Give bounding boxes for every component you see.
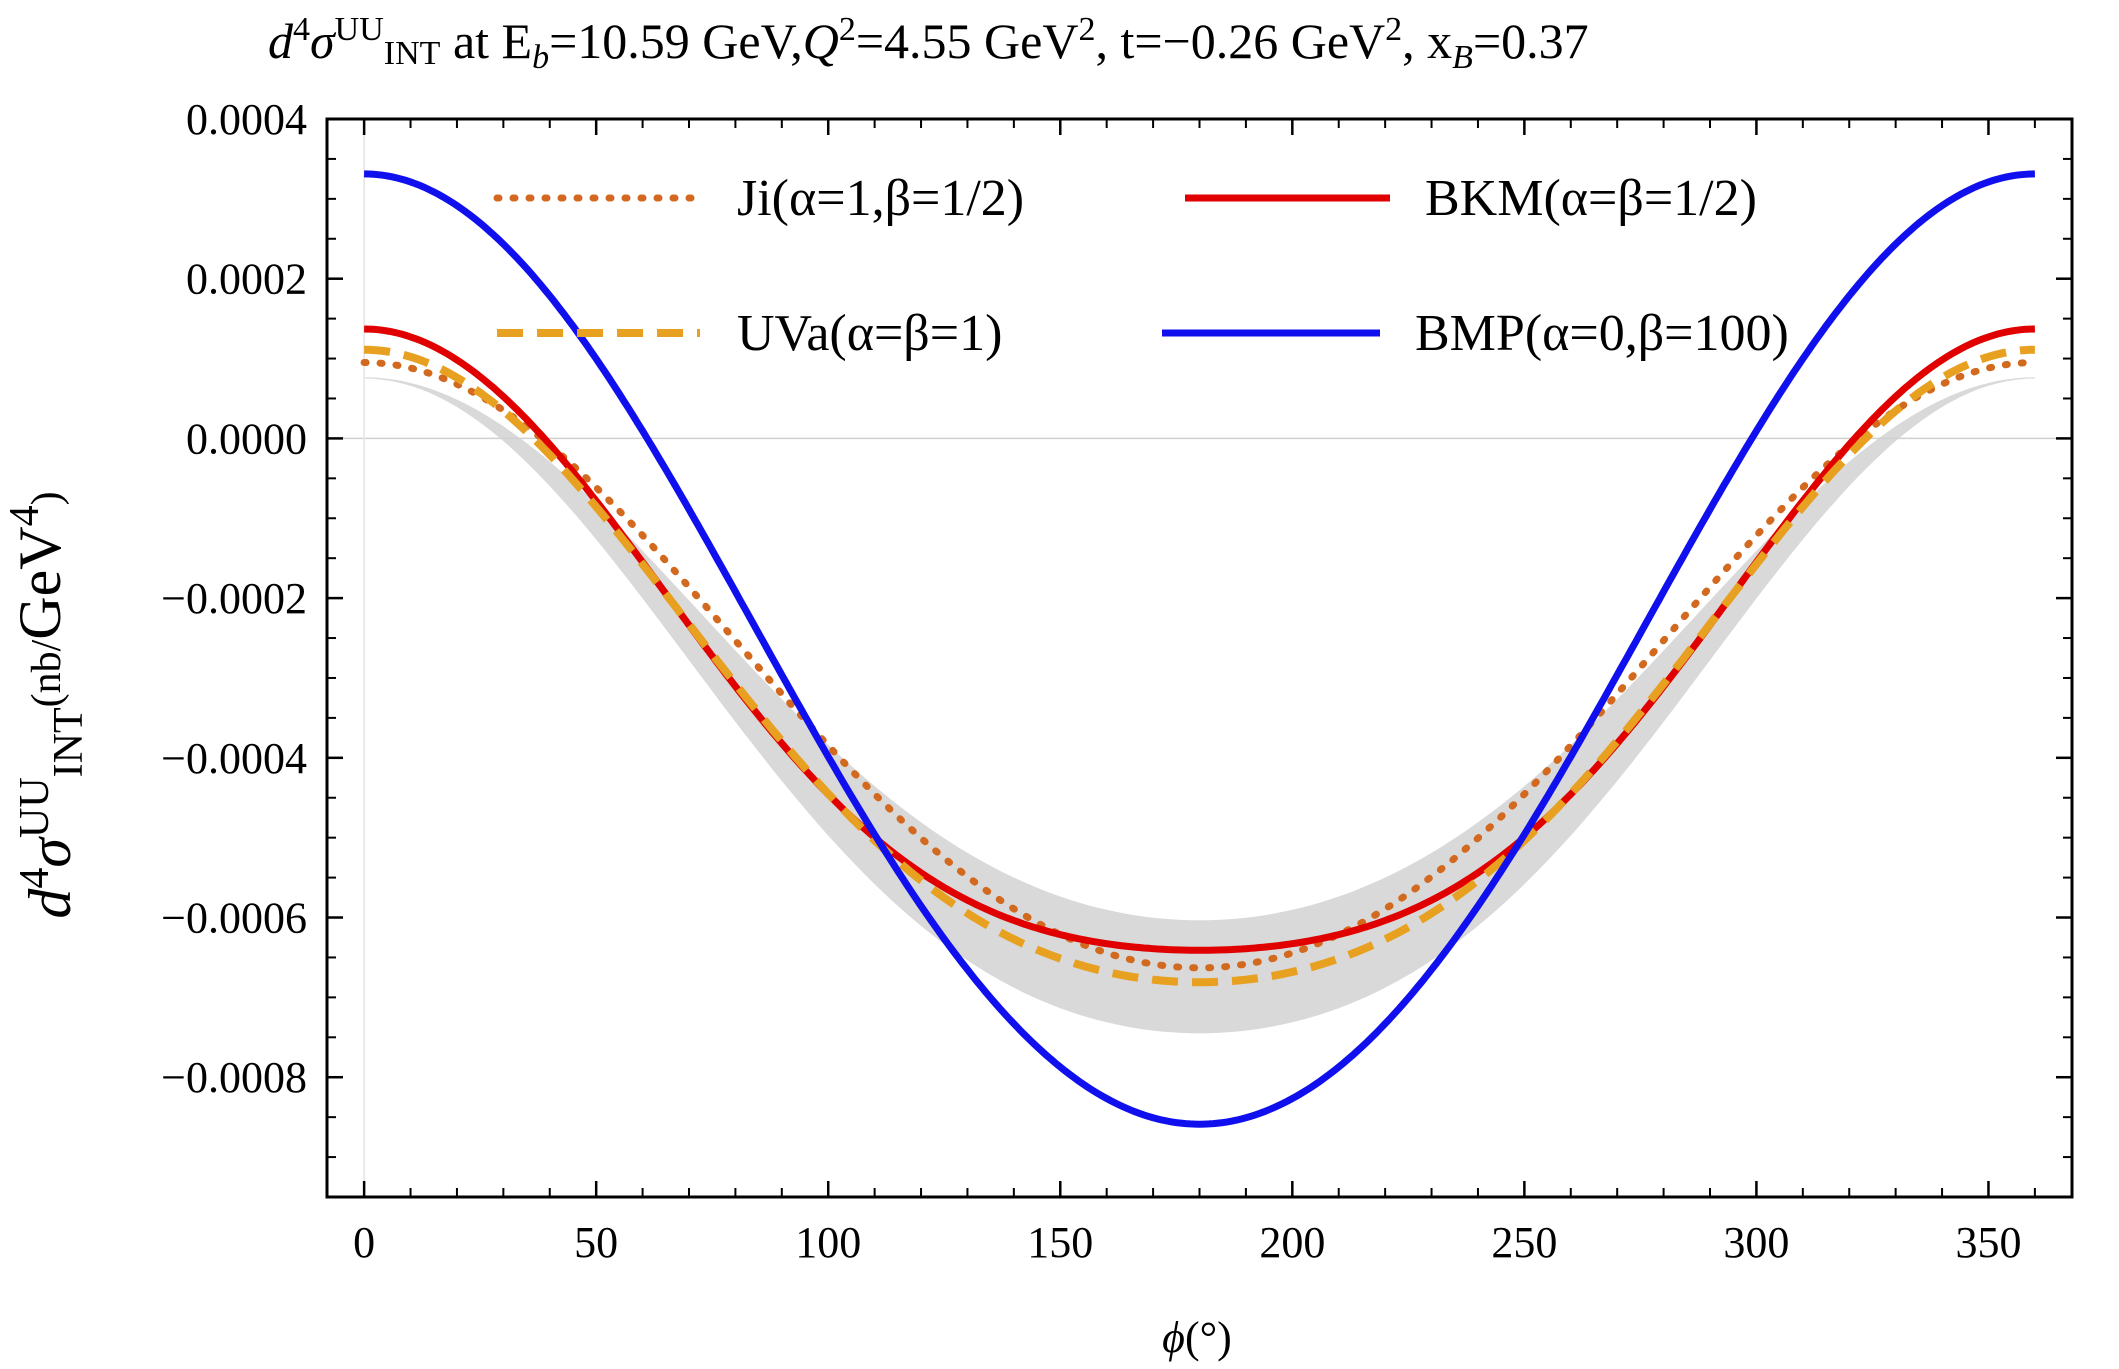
x-tick-label: 150 xyxy=(1027,1218,1093,1267)
legend: Ji(α=1,β=1/2) BKM(α=β=1/2) UVa(α=β=1) BMP(α… xyxy=(493,170,1789,362)
series-line-1 xyxy=(364,325,2035,954)
x-tick-label: 250 xyxy=(1491,1218,1557,1267)
plot-frame xyxy=(325,117,2074,1199)
x-tick-label: 0 xyxy=(353,1218,375,1267)
y-tick-label: 0.0004 xyxy=(186,95,307,144)
legend-label-1: BKM(α=β=1/2) xyxy=(1425,170,1757,227)
x-tick-label: 350 xyxy=(1955,1218,2021,1267)
series-line-0 xyxy=(360,359,2039,972)
series-layer xyxy=(360,170,2039,1128)
reference-lines xyxy=(327,119,2072,1197)
plot-frame-layer: 0 50 100 150 200 250 300 350 0.0004 0.0002 0.0000 −… xyxy=(161,95,2074,1267)
x-tick-label: 50 xyxy=(574,1218,618,1267)
y-tick-label: −0.0002 xyxy=(161,574,307,623)
legend-label-0: Ji(α=1,β=1/2) xyxy=(737,170,1024,227)
uncertainty-band xyxy=(364,377,2035,1034)
legend-label-3: BMP(α=0,β=100) xyxy=(1415,305,1789,362)
y-tick-label: −0.0004 xyxy=(161,734,307,783)
series-line-2 xyxy=(364,345,2035,987)
y-tick-label: −0.0008 xyxy=(161,1053,307,1102)
x-axis-title: ϕ(°) xyxy=(1162,1313,1232,1362)
y-tick-label: −0.0006 xyxy=(161,894,307,943)
y-axis-title: d4σUUINT(nb/GeV4) xyxy=(2,491,92,918)
x-tick-label: 300 xyxy=(1723,1218,1789,1267)
x-tick-label: 100 xyxy=(795,1218,861,1267)
series-line-3 xyxy=(364,170,2035,1128)
uncertainty-band-layer xyxy=(364,377,2035,1034)
y-tick-label: 0.0002 xyxy=(186,255,307,304)
y-tick-label: 0.0000 xyxy=(186,414,307,463)
x-tick-label: 200 xyxy=(1259,1218,1325,1267)
legend-label-2: UVa(α=β=1) xyxy=(737,305,1002,362)
chart-title: d4σUUINT at Eb=10.59 GeV,Q2=4.55 GeV2, t… xyxy=(268,11,1589,76)
